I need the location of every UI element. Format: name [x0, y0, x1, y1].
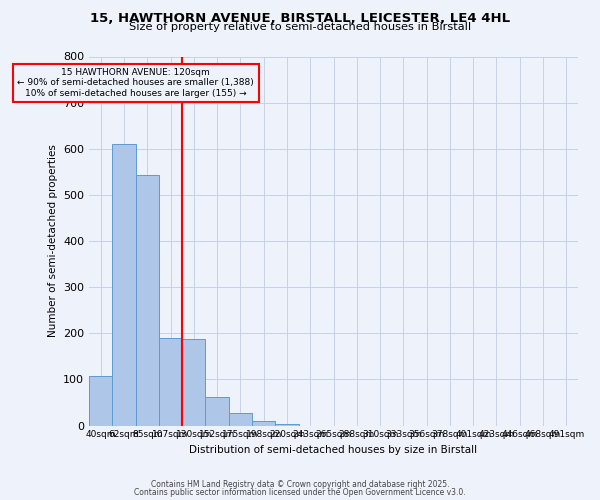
Bar	[136, 175, 159, 426]
Bar	[252, 421, 275, 426]
Y-axis label: Number of semi-detached properties: Number of semi-detached properties	[47, 144, 58, 338]
Bar	[159, 338, 182, 426]
Bar	[182, 339, 205, 426]
X-axis label: Distribution of semi-detached houses by size in Birstall: Distribution of semi-detached houses by …	[190, 445, 478, 455]
Bar	[89, 376, 112, 426]
Text: Contains public sector information licensed under the Open Government Licence v3: Contains public sector information licen…	[134, 488, 466, 497]
Text: 15 HAWTHORN AVENUE: 120sqm
← 90% of semi-detached houses are smaller (1,388)
10%: 15 HAWTHORN AVENUE: 120sqm ← 90% of semi…	[17, 68, 254, 98]
Text: 15, HAWTHORN AVENUE, BIRSTALL, LEICESTER, LE4 4HL: 15, HAWTHORN AVENUE, BIRSTALL, LEICESTER…	[90, 12, 510, 26]
Bar	[275, 424, 299, 426]
Bar	[229, 413, 252, 426]
Text: Contains HM Land Registry data © Crown copyright and database right 2025.: Contains HM Land Registry data © Crown c…	[151, 480, 449, 489]
Text: Size of property relative to semi-detached houses in Birstall: Size of property relative to semi-detach…	[129, 22, 471, 32]
Bar	[112, 144, 136, 426]
Bar	[205, 397, 229, 426]
